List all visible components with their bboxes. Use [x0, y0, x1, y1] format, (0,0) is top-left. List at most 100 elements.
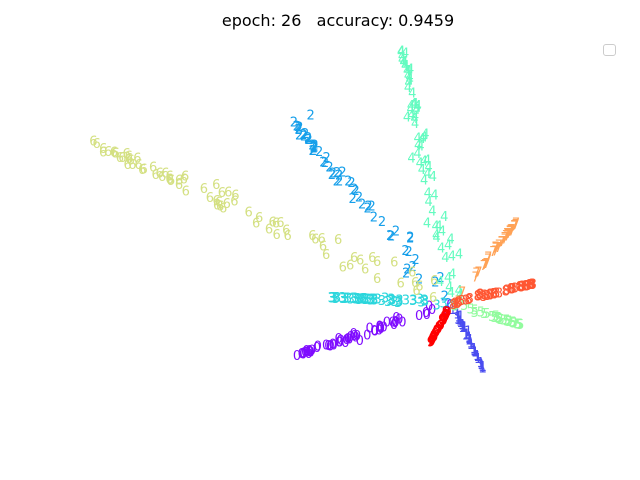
- point-digit-5: 5: [466, 303, 474, 318]
- point-digit-2: 2: [310, 140, 318, 155]
- point-digit-2: 2: [295, 123, 303, 138]
- point-digit-4: 4: [428, 205, 436, 220]
- point-digit-0: 0: [345, 333, 353, 348]
- point-digit-0: 0: [415, 309, 423, 324]
- point-digit-4: 4: [411, 97, 419, 112]
- point-digit-3: 3: [432, 299, 440, 314]
- point-digit-1: 1: [473, 349, 481, 364]
- point-digit-6: 6: [334, 233, 342, 248]
- point-digit-1: 1: [477, 358, 485, 373]
- point-digit-6: 6: [126, 153, 134, 168]
- point-digit-4: 4: [425, 161, 433, 176]
- point-digit-6: 6: [158, 170, 166, 185]
- point-digit-3: 3: [384, 295, 392, 310]
- point-digit-4: 4: [411, 117, 419, 132]
- point-digit-8: 8: [482, 289, 490, 304]
- point-digit-9: 9: [441, 310, 449, 325]
- point-digit-7: 7: [501, 231, 509, 246]
- point-digit-4: 4: [404, 76, 412, 91]
- point-digit-1: 1: [478, 361, 486, 376]
- point-digit-8: 8: [503, 284, 511, 299]
- point-digit-9: 9: [435, 320, 443, 335]
- point-digit-7: 7: [507, 224, 515, 239]
- point-digit-5: 5: [494, 311, 502, 326]
- point-digit-4: 4: [445, 280, 453, 295]
- point-digit-5: 5: [492, 310, 500, 325]
- point-digit-8: 8: [462, 294, 470, 309]
- point-digit-8: 8: [449, 298, 457, 313]
- point-digit-7: 7: [482, 257, 490, 272]
- point-digit-7: 7: [505, 227, 513, 242]
- point-digit-3: 3: [373, 293, 381, 308]
- point-digit-4: 4: [424, 187, 432, 202]
- point-digit-9: 9: [428, 333, 436, 348]
- point-digit-6: 6: [218, 186, 226, 201]
- point-digit-4: 4: [403, 111, 411, 126]
- point-digit-1: 1: [465, 330, 473, 345]
- point-digit-0: 0: [390, 318, 398, 333]
- point-digit-6: 6: [269, 215, 277, 230]
- point-digit-1: 1: [459, 320, 467, 335]
- point-digit-9: 9: [439, 312, 447, 327]
- point-digit-1: 1: [462, 328, 470, 343]
- point-digit-4: 4: [413, 147, 421, 162]
- point-digit-6: 6: [123, 158, 131, 173]
- point-digit-6: 6: [373, 272, 381, 287]
- point-digit-4: 4: [411, 109, 419, 124]
- point-digit-6: 6: [361, 263, 369, 278]
- point-digit-2: 2: [335, 169, 343, 184]
- point-digit-2: 2: [367, 200, 375, 215]
- point-digit-6: 6: [230, 195, 238, 210]
- point-digit-3: 3: [378, 294, 386, 309]
- point-digit-4: 4: [430, 189, 438, 204]
- point-digit-9: 9: [437, 319, 445, 334]
- point-digit-4: 4: [456, 287, 464, 302]
- point-digit-8: 8: [517, 281, 525, 296]
- point-digit-0: 0: [375, 324, 383, 339]
- point-digit-0: 0: [337, 334, 345, 349]
- point-digit-1: 1: [455, 313, 463, 328]
- point-digit-1: 1: [473, 350, 481, 365]
- point-digit-2: 2: [335, 175, 343, 190]
- point-digit-4: 4: [420, 154, 428, 169]
- point-digit-2: 2: [321, 156, 329, 171]
- point-digit-6: 6: [412, 284, 420, 299]
- point-digit-5: 5: [460, 299, 468, 314]
- point-digit-5: 5: [491, 311, 499, 326]
- point-digit-2: 2: [309, 144, 317, 159]
- point-digit-4: 4: [420, 131, 428, 146]
- point-digit-6: 6: [216, 200, 224, 215]
- point-digit-9: 9: [442, 308, 450, 323]
- point-digit-1: 1: [454, 313, 462, 328]
- point-digit-2: 2: [401, 244, 409, 259]
- point-digit-4: 4: [432, 229, 440, 244]
- point-digit-9: 9: [427, 335, 435, 350]
- point-digit-0: 0: [299, 347, 307, 362]
- point-digit-5: 5: [503, 314, 511, 329]
- point-digit-4: 4: [437, 242, 445, 257]
- point-digit-1: 1: [462, 328, 470, 343]
- point-digit-1: 1: [479, 361, 487, 376]
- point-digit-6: 6: [273, 228, 281, 243]
- point-digit-6: 6: [308, 229, 316, 244]
- point-digit-9: 9: [442, 305, 450, 320]
- point-digit-5: 5: [508, 315, 516, 330]
- point-digit-6: 6: [134, 158, 142, 173]
- point-digit-1: 1: [456, 315, 464, 330]
- point-digit-0: 0: [370, 324, 378, 339]
- point-digit-7: 7: [510, 220, 518, 235]
- point-digit-6: 6: [212, 178, 220, 193]
- point-digit-6: 6: [166, 174, 174, 189]
- point-digit-9: 9: [435, 320, 443, 335]
- point-digit-6: 6: [165, 172, 173, 187]
- point-digit-3: 3: [381, 292, 389, 307]
- point-digit-7: 7: [491, 240, 499, 255]
- point-digit-8: 8: [525, 278, 533, 293]
- point-digit-3: 3: [386, 294, 394, 309]
- point-digit-8: 8: [490, 287, 498, 302]
- point-digit-8: 8: [495, 287, 503, 302]
- point-digit-1: 1: [457, 316, 465, 331]
- point-digit-3: 3: [420, 294, 428, 309]
- point-digit-1: 1: [458, 318, 466, 333]
- point-digit-8: 8: [507, 282, 515, 297]
